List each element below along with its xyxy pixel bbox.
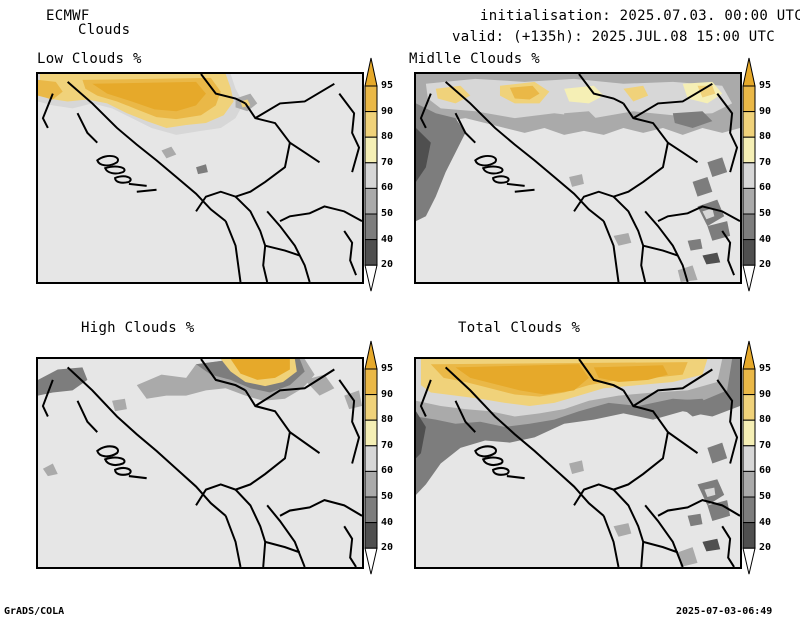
colorbar-swatches — [742, 340, 756, 575]
init-time: initialisation: 2025.07.03. 00:00 UTC — [480, 8, 800, 24]
colorbar-swatch — [742, 368, 756, 396]
colorbar-tick-label: 20 — [381, 259, 394, 271]
colorbar-high: 95 90 80 70 60 50 40 20 — [364, 340, 409, 577]
colorbar-arrow-bottom — [364, 264, 378, 292]
country-borders — [419, 359, 740, 567]
map-panel-high — [36, 357, 364, 569]
colorbar-tick-label: 90 — [759, 105, 772, 117]
cloud-field-high — [38, 359, 362, 477]
colorbar-swatch — [364, 213, 378, 241]
colorbar-swatch — [364, 111, 378, 138]
colorbar-tick-label: 40 — [759, 516, 772, 528]
colorbar-middle: 95 90 80 70 60 50 40 20 — [742, 57, 787, 294]
colorbar-swatch — [742, 162, 756, 189]
colorbar-tick-label: 40 — [381, 233, 394, 245]
colorbar-swatch — [742, 187, 756, 215]
colorbar-tick-label: 50 — [759, 208, 772, 219]
colorbar-swatch — [742, 394, 756, 421]
colorbar-total: 95 90 80 70 60 50 40 20 — [742, 340, 787, 577]
model-label: ECMWF — [46, 8, 90, 24]
colorbar-tick-label: 70 — [381, 156, 394, 168]
colorbar-swatch — [364, 239, 378, 266]
cloud-field-low — [38, 74, 258, 175]
colorbar-tick-label: 60 — [381, 182, 394, 194]
panel-title-high: High Clouds % — [81, 320, 195, 336]
colorbar-tick-label: 60 — [759, 465, 772, 477]
colorbar-arrow-top — [742, 57, 756, 87]
colorbar-tick-label: 80 — [381, 414, 394, 426]
colorbar-tick-label: 80 — [759, 131, 772, 143]
colorbar-tick-label: 60 — [381, 465, 394, 477]
colorbar-tick-label: 50 — [381, 208, 394, 219]
colorbar-swatch — [364, 85, 378, 113]
colorbar-swatch — [364, 496, 378, 524]
colorbar-tick-label: 60 — [759, 182, 772, 194]
colorbar-swatch — [742, 445, 756, 472]
map-panel-middle — [414, 72, 742, 284]
colorbar-swatch — [742, 419, 756, 447]
colorbar-tick-label: 95 — [381, 80, 394, 91]
colorbar-arrow-top — [364, 340, 378, 370]
colorbar-swatch — [742, 136, 756, 164]
country-borders — [41, 359, 362, 567]
map-panel-low — [36, 72, 364, 284]
colorbar-tick-label: 40 — [759, 233, 772, 245]
valid-time: valid: (+135h): 2025.JUL.08 15:00 UTC — [452, 29, 775, 45]
colorbar-arrow-bottom — [742, 547, 756, 575]
colorbar-tick-label: 70 — [759, 439, 772, 451]
colorbar-tick-label: 70 — [381, 439, 394, 451]
colorbar-tick-label: 80 — [759, 414, 772, 426]
colorbar-swatch — [364, 162, 378, 189]
colorbar-tick-label: 90 — [759, 388, 772, 400]
colorbar-swatch — [364, 470, 378, 498]
colorbar-swatch — [742, 239, 756, 266]
country-borders — [41, 74, 362, 282]
colorbar-tick-label: 50 — [381, 491, 394, 502]
colorbar-arrow-top — [742, 340, 756, 370]
colorbar-swatch — [742, 213, 756, 241]
product-label: Clouds — [78, 22, 131, 38]
cloud-field-total — [416, 359, 740, 567]
colorbar-swatches — [364, 340, 378, 575]
colorbar-swatch — [742, 496, 756, 524]
colorbar-swatch — [742, 470, 756, 498]
colorbar-low: 95 90 80 70 60 50 40 20 — [364, 57, 409, 294]
map-panel-total — [414, 357, 742, 569]
colorbar-tick-label: 70 — [759, 156, 772, 168]
colorbar-tick-label: 20 — [759, 542, 772, 554]
footer-timestamp: 2025-07-03-06:49 — [676, 606, 773, 617]
colorbar-swatches — [742, 57, 756, 292]
colorbar-tick-label: 20 — [381, 542, 394, 554]
country-borders — [419, 74, 740, 282]
panel-title-total: Total Clouds % — [458, 320, 581, 336]
colorbar-tick-label: 20 — [759, 259, 772, 271]
cloud-field-middle — [416, 74, 740, 282]
colorbar-arrow-bottom — [742, 264, 756, 292]
colorbar-swatch — [364, 445, 378, 472]
colorbar-tick-label: 90 — [381, 388, 394, 400]
colorbar-swatch — [364, 522, 378, 549]
colorbar-swatch — [364, 419, 378, 447]
colorbar-tick-label: 95 — [759, 80, 772, 91]
colorbar-tick-label: 40 — [381, 516, 394, 528]
colorbar-swatch — [364, 394, 378, 421]
colorbar-tick-label: 50 — [759, 491, 772, 502]
panel-title-low: Low Clouds % — [37, 51, 142, 67]
colorbar-tick-label: 90 — [381, 105, 394, 117]
colorbar-tick-label: 95 — [381, 363, 394, 374]
colorbar-tick-label: 80 — [381, 131, 394, 143]
colorbar-swatch — [364, 187, 378, 215]
colorbar-swatch — [742, 522, 756, 549]
panel-title-middle: Midlle Clouds % — [409, 51, 540, 67]
colorbar-swatch — [742, 85, 756, 113]
colorbar-swatch — [364, 368, 378, 396]
colorbar-arrow-bottom — [364, 547, 378, 575]
colorbar-swatches — [364, 57, 378, 292]
colorbar-swatch — [364, 136, 378, 164]
colorbar-tick-label: 95 — [759, 363, 772, 374]
colorbar-arrow-top — [364, 57, 378, 87]
footer-credit: GrADS/COLA — [4, 606, 65, 617]
colorbar-swatch — [742, 111, 756, 138]
